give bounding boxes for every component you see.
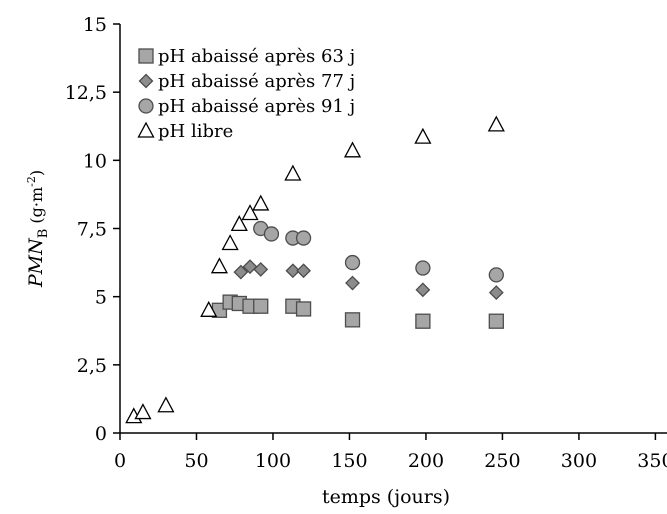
y-axis-title-unit-close: ) (27, 170, 46, 176)
data-point-triangle (241, 204, 259, 221)
data-point-square (295, 301, 312, 317)
y-axis-title-main: PMN (25, 237, 47, 288)
data-point-square (488, 313, 504, 329)
data-point-square (344, 312, 361, 328)
series-square (211, 294, 504, 329)
data-point-diamond (488, 285, 504, 300)
y-tick-label: 15 (83, 14, 107, 36)
data-point-triangle (487, 115, 505, 132)
data-marks (125, 115, 505, 424)
data-point-triangle (414, 127, 432, 144)
series-diamond (233, 259, 504, 300)
y-axis-title-sub: B (36, 229, 51, 239)
x-tick-label: 350 (637, 450, 667, 472)
data-point-diamond (242, 259, 258, 275)
data-point-triangle (221, 234, 239, 251)
x-tick-label: 0 (114, 450, 126, 472)
data-point-triangle (210, 257, 229, 274)
data-point-triangle (284, 164, 302, 181)
y-tick-label: 2,5 (77, 355, 107, 377)
y-axis-title-unit: (g·m (27, 187, 46, 229)
data-point-triangle (134, 403, 152, 420)
data-point-circle (415, 260, 431, 276)
legend: pH abaissé après 63 j pH abaissé après 77… (137, 46, 355, 142)
data-point-triangle (230, 215, 248, 232)
x-tick-label: 100 (255, 450, 291, 472)
x-axis-title: temps (jours) (322, 486, 450, 508)
data-point-square (415, 313, 431, 329)
data-point-diamond (345, 275, 360, 291)
series-triangle (125, 115, 505, 424)
data-point-triangle (200, 300, 218, 317)
legend-marker-circle (138, 98, 154, 114)
legend-label: pH abaissé après 91 j (158, 96, 355, 117)
data-point-diamond (415, 282, 431, 298)
data-point-circle (295, 230, 312, 246)
y-axis-title-unit-exp: -2 (25, 176, 38, 187)
x-tick-label: 250 (484, 450, 520, 472)
x-tick-label: 150 (331, 450, 367, 472)
series-circle (253, 220, 504, 283)
data-point-diamond (296, 263, 311, 279)
data-point-diamond (233, 264, 249, 280)
legend-label: pH abaissé après 63 j (158, 46, 355, 67)
y-tick-label: 12,5 (65, 82, 107, 104)
y-axis-title: PMNB (g·m-2) (25, 170, 51, 288)
y-tick-label: 0 (95, 423, 107, 445)
y-tick-label: 7,5 (77, 219, 107, 241)
y-tick-label: 10 (83, 150, 107, 172)
data-point-triangle (157, 396, 175, 413)
legend-marker-triangle (137, 121, 155, 138)
data-point-circle (344, 254, 361, 271)
data-point-square (253, 298, 269, 314)
data-point-triangle (252, 194, 270, 211)
data-point-diamond (253, 261, 269, 277)
data-point-diamond (285, 263, 301, 279)
data-point-circle (488, 267, 504, 283)
y-tick-label: 5 (95, 287, 107, 309)
legend-label: pH abaissé après 77 j (158, 71, 355, 92)
legend-label: pH libre (158, 121, 233, 142)
legend-marker-square (138, 48, 154, 64)
x-tick-label: 50 (184, 450, 208, 472)
legend-marker-diamond (138, 73, 154, 89)
data-point-circle (263, 226, 280, 242)
x-tick-label: 300 (561, 450, 597, 472)
x-tick-label: 200 (408, 450, 444, 472)
data-point-triangle (343, 141, 362, 158)
